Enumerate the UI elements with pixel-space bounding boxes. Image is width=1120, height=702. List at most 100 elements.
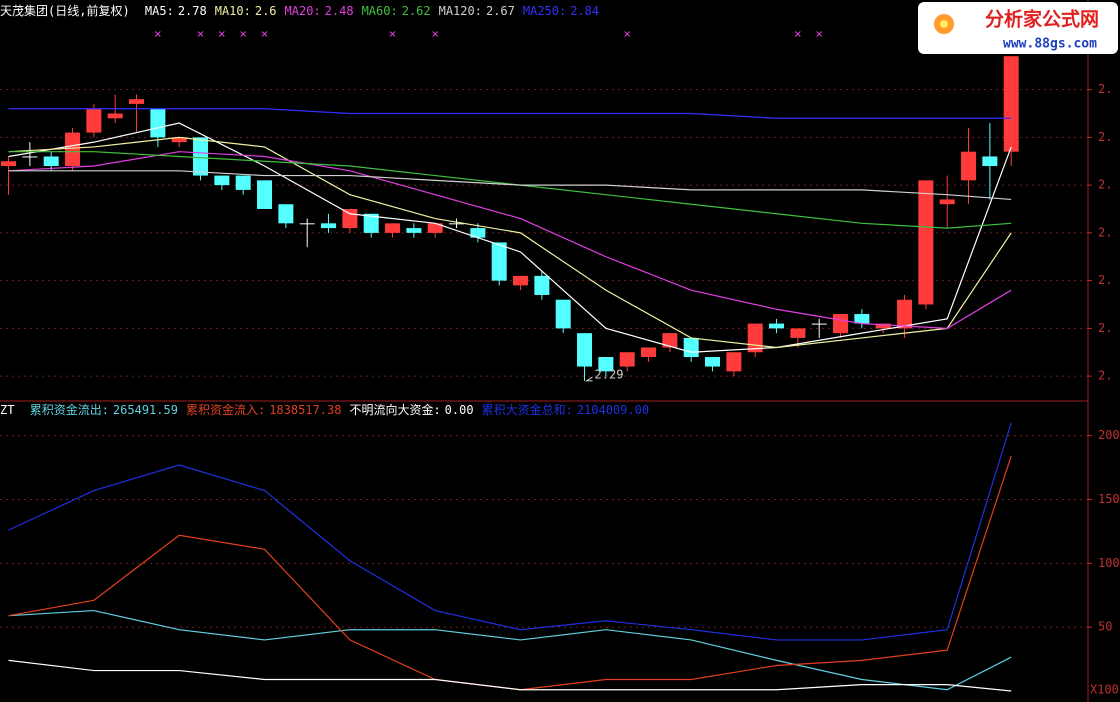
signal-mark [261,31,268,37]
candle-body [683,337,699,358]
signal-mark [432,31,439,37]
legend-value: 2.78 [178,4,207,18]
logo-box [918,2,1118,54]
candle-body [129,99,145,104]
low-arrow [584,376,593,382]
legend-name: 累积资金流入: [186,402,265,417]
candle-body [619,352,635,367]
candle-body [790,328,806,338]
legend-value: 265491.59 [113,403,178,417]
candle-body [918,180,934,305]
legend-value: 2.6 [255,4,277,18]
candle-body [321,223,337,229]
y-tick-label: 50 [1098,620,1112,634]
candle-body [150,108,166,138]
candle-body [577,333,593,367]
candle-body [939,199,955,205]
series-line [8,136,1012,349]
y-tick-label: 2. [1098,273,1112,287]
y-tick-label: 2. [1098,321,1112,335]
candle-body [769,323,785,329]
signal-mark [197,31,204,37]
signal-mark [219,31,225,37]
y-tick-label: 200 [1098,428,1120,442]
panel-title: 天茂集团(日线,前复权) [0,3,130,18]
candle-body [641,347,657,358]
series-line [8,609,1012,691]
candle-body [385,223,401,233]
candle-body [705,357,721,367]
candle-body [299,223,315,225]
candle-body [470,228,486,238]
candle-body [854,314,870,324]
candle-body [726,352,742,372]
candle-body [1003,56,1019,152]
candle-body [171,137,187,143]
logo: 分析家公式网 www.88gs.com [918,2,1118,54]
signal-mark [155,31,161,37]
candle-body [22,156,38,158]
legend-value: 0.00 [445,403,474,417]
y-tick-label: 2. [1098,225,1112,239]
candle-body [278,204,294,224]
legend-value: 1838517.38 [269,403,341,417]
candle-body [427,223,443,233]
legend-name: MA10: [215,4,251,18]
legend-name: MA120: [439,4,482,18]
candle-body [598,357,614,372]
candle-body [449,223,465,225]
legend-name: 累积资金流出: [30,402,109,417]
series-line [8,151,1012,329]
candle-body [235,175,251,190]
series-line [8,108,1012,119]
candle-body [875,323,891,329]
candle-body [491,242,507,281]
candle-body [342,209,358,229]
legend-name: MA20: [285,4,321,18]
logo-url: www.88gs.com [1003,37,1097,52]
candle-body [961,151,977,181]
legend-value: 2.84 [570,4,599,18]
legend-value: 2.62 [402,4,431,18]
unit-label: X100 [1090,683,1119,697]
signal-mark [816,31,823,37]
y-tick-label: 100 [1098,556,1120,570]
panel-title: ZT [0,403,14,417]
candle-body [65,132,81,167]
candle-body [43,156,59,167]
candle-body [811,323,827,325]
legend-name: MA60: [362,4,398,18]
logo-flower-center [940,20,948,28]
candle-body [86,108,102,133]
candle-body [406,228,422,233]
series-line [8,122,1012,353]
signal-mark [389,31,396,37]
candle-body [257,180,273,209]
candle-body [982,156,998,167]
candle-body [513,275,529,286]
candle-body [214,175,230,186]
candle-body [555,299,571,329]
candle-body [107,113,123,119]
logo-title: 分析家公式网 [985,8,1099,31]
legend-value: 2.67 [486,4,515,18]
y-tick-label: 2. [1098,130,1112,144]
series-line [8,659,1012,692]
y-tick-label: 2. [1098,82,1112,96]
legend-value: 2.48 [325,4,354,18]
candle-body [833,314,849,334]
series-line [8,170,1012,201]
low-annotation: 2.29 [595,367,624,381]
y-tick-label: 2. [1098,178,1112,192]
legend-name: MA5: [145,4,174,18]
legend-value: 2104009.00 [577,403,649,417]
signal-mark [240,31,247,37]
candle-body [897,299,913,329]
candle-body [662,333,678,348]
candle-body [363,213,379,233]
y-tick-label: 2. [1098,369,1112,383]
signal-mark [624,31,631,37]
candle-body [534,275,550,295]
panel-header: ZT 累积资金流出: 265491.59 累积资金流入: 1838517.38 不明流向… [0,402,649,417]
